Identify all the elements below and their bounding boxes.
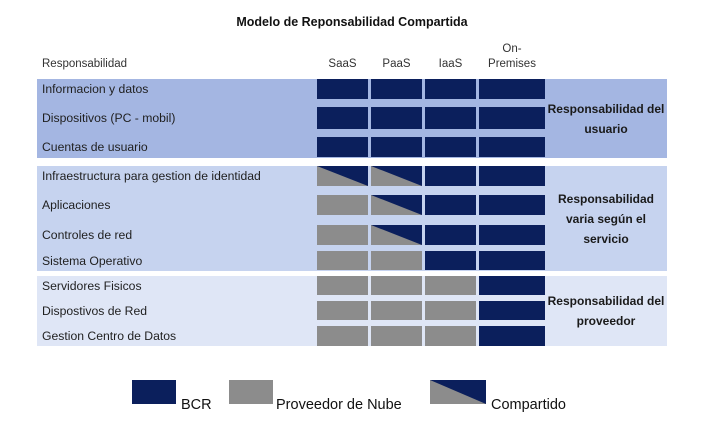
matrix-cell-paas — [371, 79, 422, 99]
legend-swatch-provider — [229, 380, 273, 404]
matrix-cell-paas — [371, 276, 422, 295]
matrix-cell-paas — [371, 301, 422, 320]
matrix-cell-iaas — [425, 301, 476, 320]
matrix-cell-on-premises — [479, 276, 545, 295]
diagram-title: Modelo de Reponsabilidad Compartida — [236, 15, 468, 29]
row-label: Dispostivos de Red — [42, 303, 147, 318]
row-label: Sistema Operativo — [42, 253, 143, 268]
responsibility-header: Responsabilidad — [42, 58, 128, 70]
group-label-proveedor: Responsabilidad del proveedor — [545, 276, 667, 346]
matrix-cell-on-premises — [479, 225, 545, 245]
matrix-cell-paas — [371, 326, 422, 346]
matrix-cell-saas — [317, 166, 368, 186]
column-header-saas: SaaS — [328, 58, 357, 70]
matrix-cell-on-premises — [479, 301, 545, 320]
matrix-cell-iaas — [425, 225, 476, 245]
legend-label-shared: Compartido — [491, 397, 566, 413]
column-header-on-premises: On- Premises — [488, 43, 536, 70]
row-label: Infraestructura para gestion de identida… — [42, 169, 261, 183]
matrix-cell-saas — [317, 276, 368, 295]
row-label: Aplicaciones — [42, 198, 111, 212]
shared-diagonal — [371, 195, 422, 215]
matrix-cell-saas — [317, 137, 368, 157]
column-header-paas: PaaS — [382, 58, 411, 70]
matrix-cell-iaas — [425, 79, 476, 99]
matrix-cell-paas — [371, 225, 422, 245]
shared-diagonal — [371, 225, 422, 245]
row-label: Cuentas de usuario — [42, 140, 148, 154]
column-header-iaas: IaaS — [438, 58, 463, 70]
row-label: Dispositivos (PC - mobil) — [42, 111, 176, 125]
group-label-usuario: Responsabilidad del usuario — [545, 79, 667, 158]
row-label: Informacion y datos — [42, 82, 149, 96]
matrix-cell-saas — [317, 301, 368, 320]
matrix-cell-on-premises — [479, 195, 545, 215]
matrix-cell-paas — [371, 251, 422, 270]
shared-diagonal — [317, 166, 368, 186]
row-label: Gestion Centro de Datos — [42, 329, 177, 343]
legend-label-provider: Proveedor de Nube — [276, 397, 402, 413]
legend-label-bcr: BCR — [181, 397, 212, 413]
row-label: Servidores Fisicos — [42, 278, 142, 293]
shared-diagonal — [371, 166, 422, 186]
row-label: Controles de red — [42, 228, 133, 242]
matrix-cell-saas — [317, 326, 368, 346]
matrix-cell-iaas — [425, 276, 476, 295]
shared-diagonal — [430, 380, 486, 404]
matrix-cell-on-premises — [479, 251, 545, 270]
matrix-cell-paas — [371, 195, 422, 215]
matrix-cell-saas — [317, 79, 368, 99]
matrix-cell-saas — [317, 251, 368, 270]
matrix-cell-iaas — [425, 195, 476, 215]
matrix-cell-paas — [371, 107, 422, 129]
group-label-text: Responsabilidad del usuario — [547, 101, 665, 136]
group-label-text: Responsabilidad del proveedor — [547, 294, 665, 328]
matrix-cell-saas — [317, 225, 368, 245]
legend-swatch-shared — [430, 380, 486, 404]
matrix-cell-on-premises — [479, 137, 545, 157]
matrix-cell-iaas — [425, 137, 476, 157]
matrix-cell-iaas — [425, 326, 476, 346]
matrix-cell-on-premises — [479, 166, 545, 186]
matrix-cell-on-premises — [479, 79, 545, 99]
legend-swatch-bcr — [132, 380, 176, 404]
matrix-cell-saas — [317, 107, 368, 129]
matrix-cell-saas — [317, 195, 368, 215]
matrix-cell-on-premises — [479, 326, 545, 346]
matrix-cell-iaas — [425, 107, 476, 129]
matrix-cell-iaas — [425, 166, 476, 186]
group-label-varia: Responsabilidad varia según el servicio — [545, 166, 667, 271]
group-label-text: Responsabilidad varia según el servicio — [557, 191, 655, 246]
matrix-cell-paas — [371, 166, 422, 186]
matrix-cell-paas — [371, 137, 422, 157]
matrix-cell-on-premises — [479, 107, 545, 129]
matrix-cell-iaas — [425, 251, 476, 270]
